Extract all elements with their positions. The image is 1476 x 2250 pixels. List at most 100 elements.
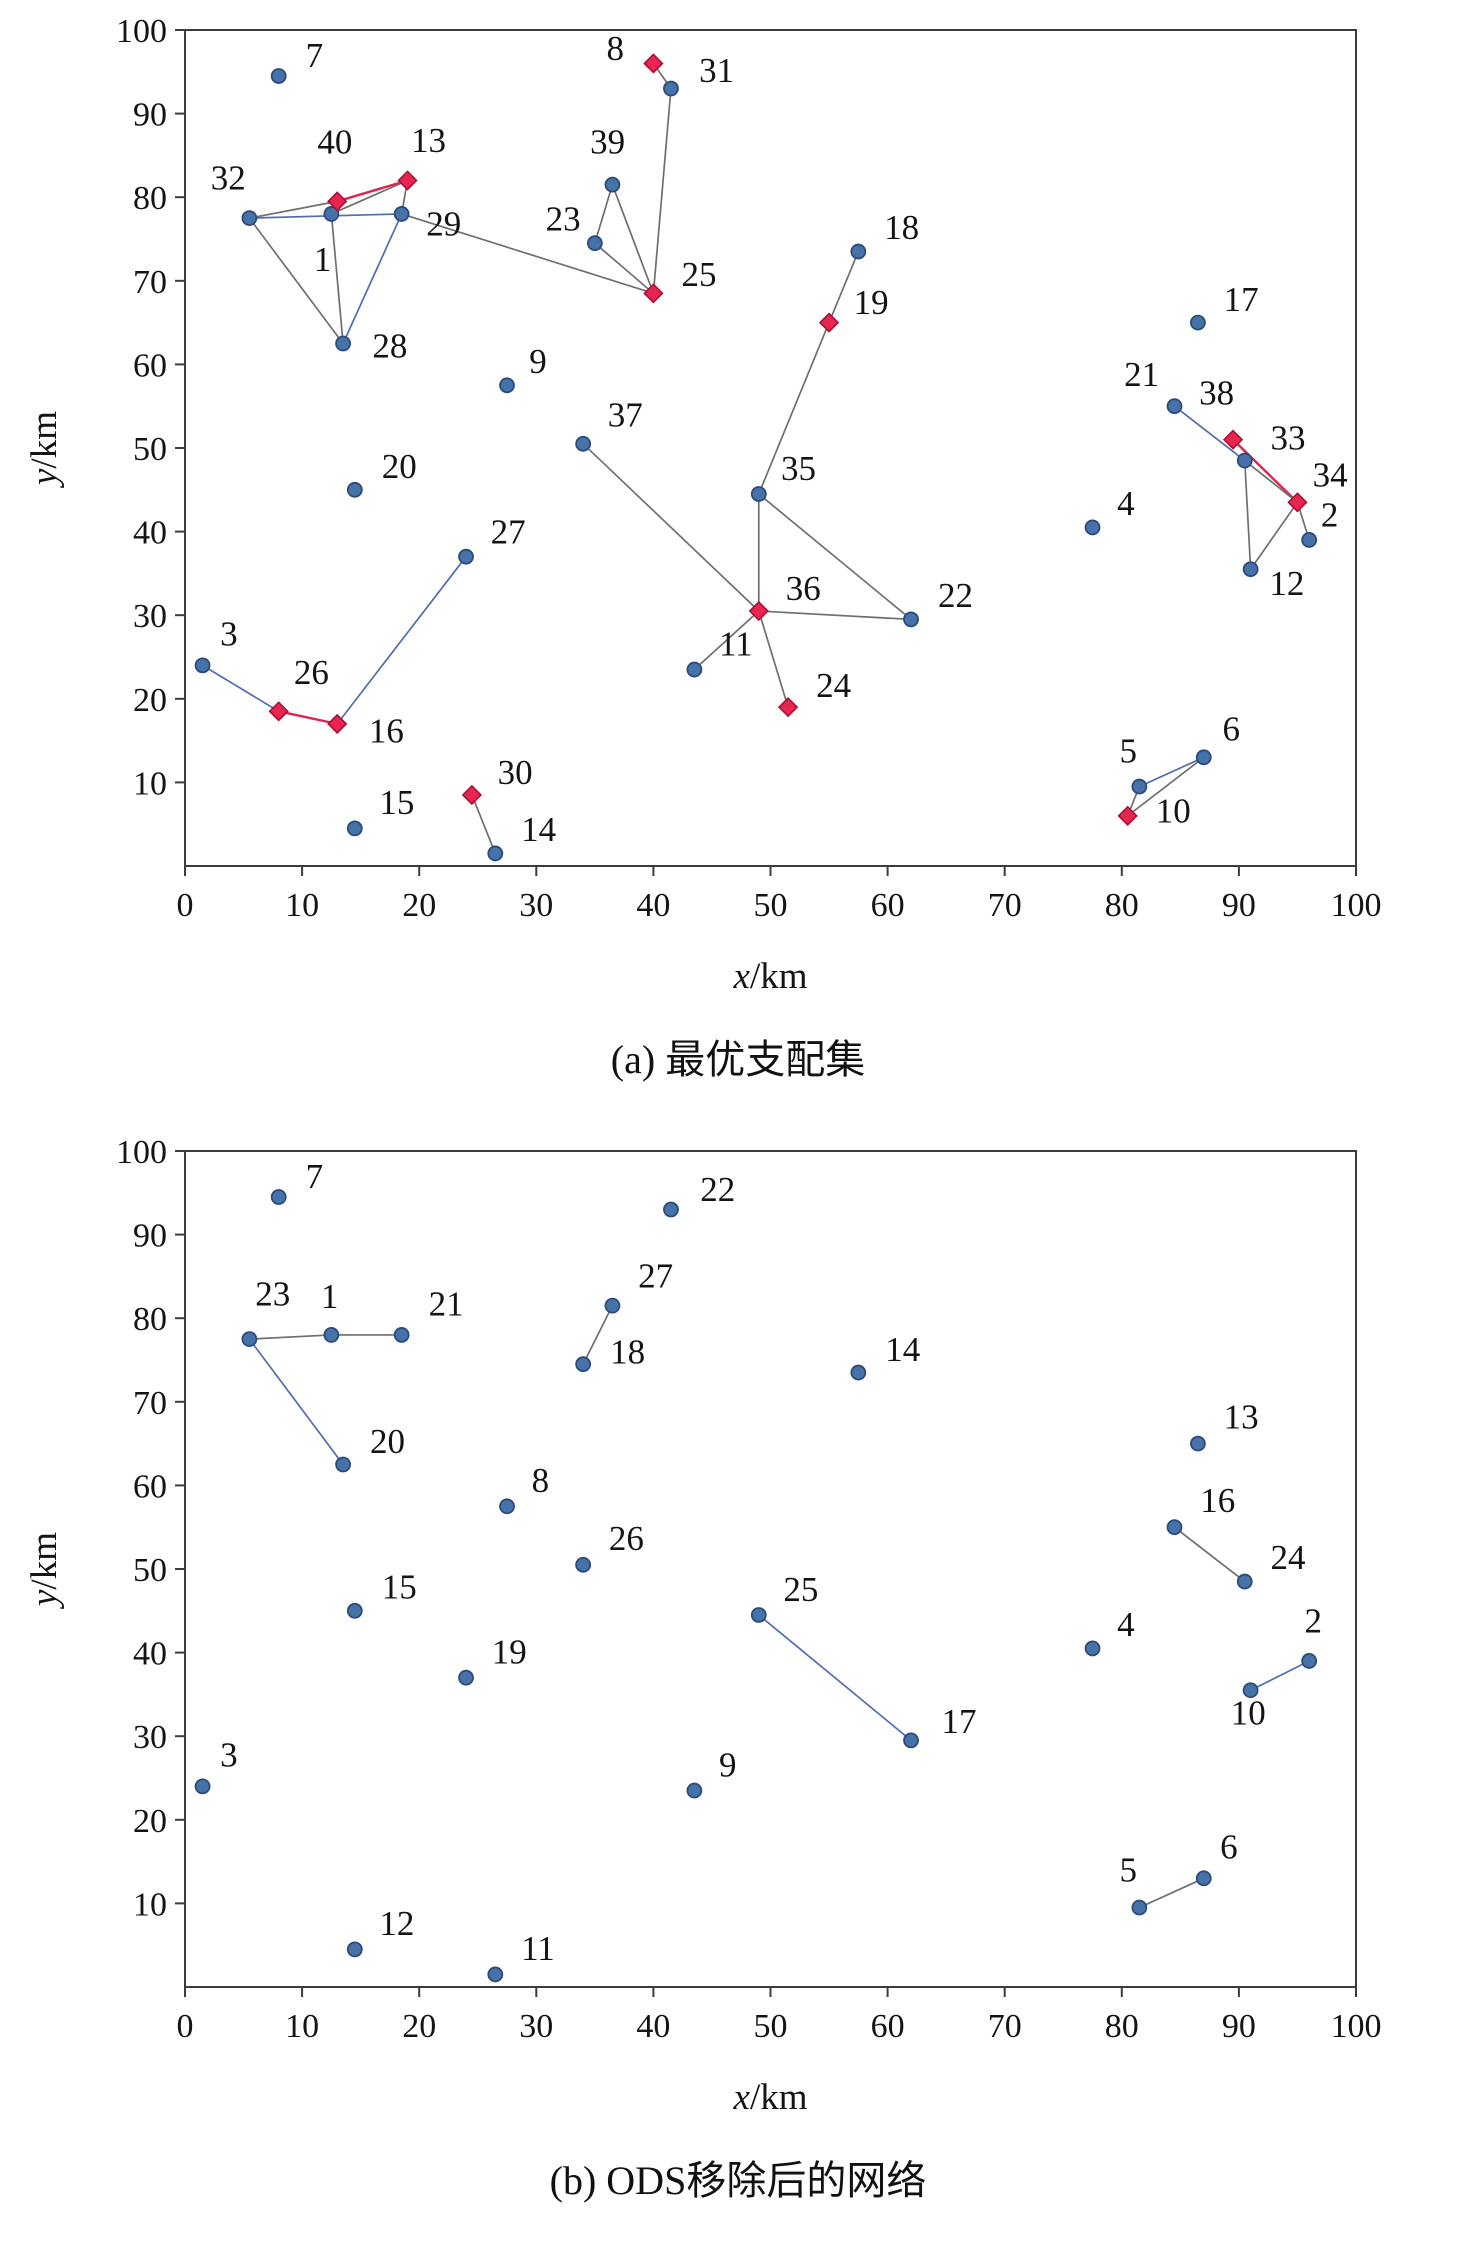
node-marker-4 xyxy=(1084,1640,1101,1657)
node-marker-7 xyxy=(270,68,287,84)
node-label-22: 22 xyxy=(938,576,973,615)
edge-28-1 xyxy=(330,213,344,344)
node-label-28: 28 xyxy=(372,327,407,366)
ods-node-marker-30 xyxy=(461,784,483,806)
y-axis-label: y/km xyxy=(24,411,65,489)
node-marker-33 xyxy=(1236,452,1253,469)
node-label-6: 6 xyxy=(1220,1827,1238,1866)
x-tick-label: 90 xyxy=(1222,887,1256,924)
x-tick-label: 40 xyxy=(636,887,670,924)
edge-23-1 xyxy=(249,1334,332,1340)
node-label-2: 2 xyxy=(1304,1602,1322,1641)
y-tick-label: 20 xyxy=(133,1803,167,1840)
y-tick-label: 30 xyxy=(133,598,167,635)
x-axis-label: x/km xyxy=(733,956,808,997)
edge-28-32 xyxy=(248,217,344,345)
node-marker-1 xyxy=(323,206,340,222)
node-label-6: 6 xyxy=(1223,710,1241,749)
node-marker-14 xyxy=(487,845,504,862)
node-marker-5 xyxy=(1131,778,1148,795)
node-marker-14 xyxy=(850,1364,867,1381)
y-tick-label: 10 xyxy=(133,1886,167,1923)
ods-node-marker-19 xyxy=(818,312,840,333)
node-marker-17 xyxy=(903,1732,919,1749)
node-marker-27 xyxy=(604,1297,621,1314)
edge-33-34 xyxy=(1244,459,1298,504)
x-tick-label: 30 xyxy=(519,887,553,924)
edge-16-26 xyxy=(278,710,338,726)
ods-node-marker-8 xyxy=(643,53,664,74)
ods-node-marker-10 xyxy=(1117,805,1138,826)
node-label-17: 17 xyxy=(941,1702,976,1741)
edge-30-14 xyxy=(471,794,497,854)
node-label-17: 17 xyxy=(1224,280,1259,319)
chart-b-canvas: 0 10 20 30 40 50 60 70 80 90 100 10 20 30 40 50 60 70 80 90… xyxy=(24,1134,1382,2118)
node-label-30: 30 xyxy=(498,753,533,792)
x-tick-label: 50 xyxy=(754,887,788,924)
node-label-10: 10 xyxy=(1156,792,1191,831)
node-marker-19 xyxy=(458,1669,474,1686)
node-marker-31 xyxy=(663,80,679,97)
node-label-12: 12 xyxy=(379,1904,414,1943)
node-label-16: 16 xyxy=(1200,1481,1235,1520)
node-label-37: 37 xyxy=(608,395,643,434)
node-label-34: 34 xyxy=(1313,455,1348,494)
y-tick-label: 50 xyxy=(133,1552,167,1589)
node-label-2: 2 xyxy=(1321,496,1339,535)
node-marker-23 xyxy=(586,235,603,252)
node-label-14: 14 xyxy=(521,810,556,849)
node-label-35: 35 xyxy=(781,449,816,488)
node-label-26: 26 xyxy=(609,1519,644,1558)
ods-node-marker-24 xyxy=(777,697,799,718)
node-marker-37 xyxy=(575,435,592,452)
node-marker-18 xyxy=(850,243,867,260)
x-tick-label: 50 xyxy=(754,2008,788,2045)
node-marker-16 xyxy=(1166,1519,1183,1536)
edge-35-22 xyxy=(758,493,912,621)
node-marker-20 xyxy=(335,1456,351,1473)
node-label-20: 20 xyxy=(370,1422,405,1461)
x-tick-label: 10 xyxy=(285,2008,319,2045)
node-label-27: 27 xyxy=(638,1256,673,1295)
caption-a: (a) 最优支配集 xyxy=(610,1037,866,1082)
node-label-5: 5 xyxy=(1119,731,1137,770)
edge-23-25 xyxy=(594,242,654,294)
ods-node-marker-36 xyxy=(748,600,769,622)
node-marker-6 xyxy=(1195,749,1212,766)
node-marker-29 xyxy=(393,206,410,222)
ods-node-marker-40 xyxy=(327,191,348,212)
node-marker-21 xyxy=(1166,398,1183,415)
y-tick-label: 40 xyxy=(133,515,167,552)
y-tick-label: 80 xyxy=(133,1301,167,1338)
y-tick-label: 40 xyxy=(133,1636,167,1673)
subfigure-b: 0 10 20 30 40 50 60 70 80 90 100 10 20 30 40 50 60 70 80 90… xyxy=(0,1129,1476,2206)
node-label-19: 19 xyxy=(854,283,889,322)
y-tick-label: 10 xyxy=(133,765,167,802)
node-marker-18 xyxy=(575,1356,592,1373)
edge-16-24 xyxy=(1173,1526,1246,1583)
node-marker-35 xyxy=(750,486,767,502)
node-label-25: 25 xyxy=(682,255,717,294)
y-tick-label: 100 xyxy=(116,13,167,50)
edge-28-29 xyxy=(342,213,403,344)
node-marker-9 xyxy=(686,1782,703,1799)
node-marker-25 xyxy=(750,1607,767,1623)
node-marker-2 xyxy=(1301,532,1318,548)
node-marker-17 xyxy=(1190,314,1206,331)
node-label-26: 26 xyxy=(294,653,329,692)
node-label-7: 7 xyxy=(306,1157,324,1196)
edge-21-33 xyxy=(1173,405,1246,462)
ods-node-marker-13 xyxy=(397,170,418,191)
x-tick-label: 20 xyxy=(402,887,436,924)
node-label-21: 21 xyxy=(1124,355,1159,394)
edge-39-23 xyxy=(594,184,614,244)
x-tick-label: 100 xyxy=(1331,887,1382,924)
node-label-19: 19 xyxy=(492,1632,527,1671)
node-marker-22 xyxy=(663,1201,679,1218)
node-label-11: 11 xyxy=(719,624,753,663)
edge-27-16 xyxy=(336,556,467,725)
node-label-8: 8 xyxy=(607,29,625,68)
node-marker-10 xyxy=(1242,1682,1259,1699)
x-tick-label: 60 xyxy=(871,887,905,924)
